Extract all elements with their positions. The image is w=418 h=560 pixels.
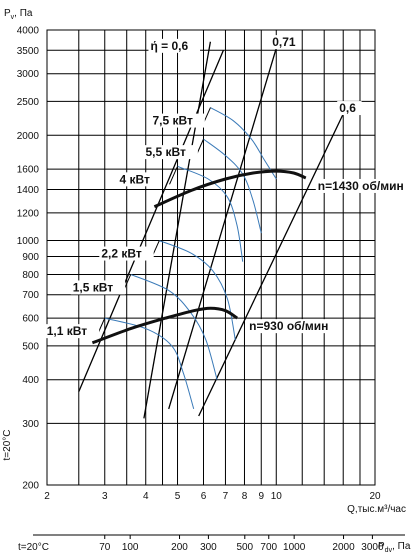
power-curve xyxy=(104,317,195,410)
curve-labels: ή = 0,6 0,71 0,6 7,5 кВт 5,5 кВт 4 кВт 2,2 кВт… xyxy=(44,35,413,339)
x-tick-label: 7 xyxy=(223,491,229,502)
power-label-bg xyxy=(150,113,205,128)
power-label: 1,1 кВт xyxy=(47,324,88,338)
efficiency-line xyxy=(143,41,212,419)
efficiency-line xyxy=(198,113,344,417)
power-curve xyxy=(159,240,236,340)
y-tick-label: 700 xyxy=(22,290,39,301)
y-tick-label: 500 xyxy=(22,341,39,352)
efficiency-label-bg xyxy=(148,38,201,53)
efficiency-line xyxy=(78,50,224,392)
power-leader xyxy=(169,166,178,185)
side-temperature-note: t=20°C xyxy=(2,430,13,461)
x-tick-label: 8 xyxy=(242,491,248,502)
x-tick-label: 3 xyxy=(102,491,108,502)
secondary-temperature-note: t=20°C xyxy=(18,542,49,553)
secondary-tick-label: 500 xyxy=(236,542,253,553)
power-label: 5,5 кВт xyxy=(145,145,186,159)
secondary-tick-label: 100 xyxy=(122,542,139,553)
power-label-bg xyxy=(117,172,158,187)
speed-label: n=1430 об/мин xyxy=(318,179,404,193)
x-axis-label: Q,тыс.м³/час xyxy=(347,504,406,515)
x-tick-label: 6 xyxy=(201,491,207,502)
speed-label-bg xyxy=(247,319,337,334)
y-tick-label: 900 xyxy=(22,252,39,263)
x-tick-label: 9 xyxy=(258,491,264,502)
y-tick-label: 3000 xyxy=(17,69,40,80)
secondary-tick-label: 700 xyxy=(260,542,277,553)
y-tick-label: 4000 xyxy=(17,26,40,37)
power-label-bg xyxy=(44,324,100,339)
x-tick-label: 2 xyxy=(44,491,50,502)
secondary-tick-label: 70 xyxy=(99,542,111,553)
y-tick-label: 1200 xyxy=(17,208,40,219)
secondary-tick-label: 300 xyxy=(200,542,217,553)
x-tick-label: 5 xyxy=(175,491,181,502)
power-curve xyxy=(203,138,262,234)
y-tick-label: 1600 xyxy=(17,165,40,176)
power-curve xyxy=(130,273,218,380)
efficiency-lines xyxy=(78,41,344,419)
speed-curve xyxy=(91,306,239,345)
secondary-tick-label: 3000 xyxy=(361,542,384,553)
efficiency-label-bg xyxy=(270,35,302,50)
grid xyxy=(46,29,376,486)
secondary-tick-label: 2000 xyxy=(332,542,355,553)
efficiency-label: 0,6 xyxy=(339,101,356,115)
efficiency-label: 0,71 xyxy=(272,35,296,49)
power-curves xyxy=(96,107,277,410)
y-tick-label: 2000 xyxy=(17,131,40,142)
y-tick-label: 800 xyxy=(22,270,39,281)
speed-label: n=930 об/мин xyxy=(249,319,328,333)
plot-frame xyxy=(46,29,376,486)
y-tick-label: 400 xyxy=(22,375,39,386)
y-axis-label: Pv, Па xyxy=(4,8,33,21)
power-label: 1,5 кВт xyxy=(73,280,114,294)
power-label: 4 кВт xyxy=(120,172,151,186)
power-label-bg xyxy=(143,145,198,160)
y-tick-label: 1000 xyxy=(17,236,40,247)
y-tick-label: 200 xyxy=(22,481,39,492)
secondary-axis-label: Pdv, Па xyxy=(378,541,411,554)
secondary-tick-label: 200 xyxy=(171,542,188,553)
axes: 4000350030002500200016001400120010009008… xyxy=(2,8,411,554)
power-label-bg xyxy=(99,246,154,261)
y-tick-label: 1400 xyxy=(17,185,40,196)
y-tick-label: 3500 xyxy=(17,46,40,57)
efficiency-line xyxy=(168,47,277,410)
speed-curves xyxy=(91,169,307,345)
power-label-bg xyxy=(70,280,126,295)
speed-curve xyxy=(153,169,307,209)
speed-label-bg xyxy=(315,178,413,193)
efficiency-label: ή = 0,6 xyxy=(150,39,188,53)
y-tick-label: 600 xyxy=(22,314,39,325)
power-curve xyxy=(210,107,277,180)
y-tick-label: 2500 xyxy=(17,97,40,108)
power-label: 7,5 кВт xyxy=(152,114,193,128)
secondary-tick-label: 1000 xyxy=(283,542,306,553)
efficiency-label-bg xyxy=(337,101,362,116)
y-tick-label: 300 xyxy=(22,419,39,430)
x-tick-label: 20 xyxy=(369,491,381,502)
x-tick-label: 10 xyxy=(271,491,283,502)
power-curve xyxy=(177,165,244,262)
x-tick-label: 4 xyxy=(143,491,149,502)
power-label: 2,2 кВт xyxy=(101,247,142,261)
